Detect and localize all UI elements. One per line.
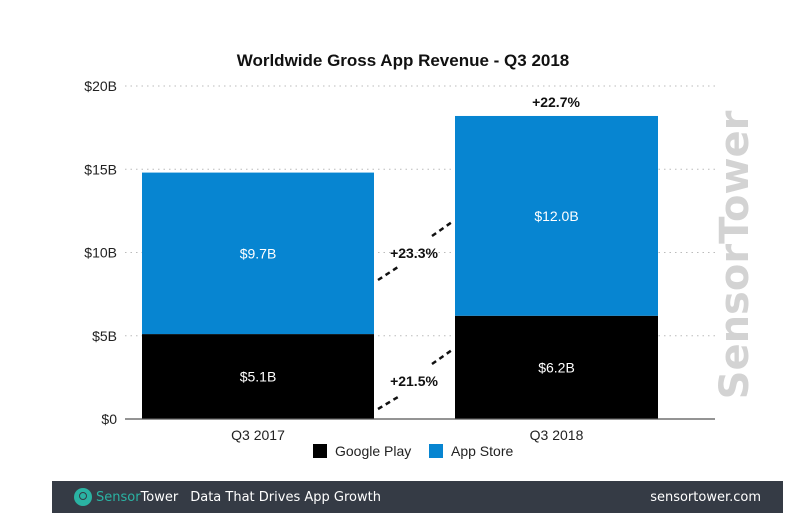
footer-bar: Sensor Tower Data That Drives App Growth … — [52, 481, 783, 513]
bar-app-store — [455, 115, 658, 316]
brand-sensor: Sensor — [96, 489, 141, 505]
growth-arrow-google-play — [431, 348, 453, 366]
y-tick-label: $0 — [101, 411, 117, 427]
y-tick-label: $5B — [92, 328, 117, 344]
y-tick-label: $10B — [84, 245, 117, 261]
website-url: sensortower.com — [650, 489, 761, 505]
app-store-growth-label: +23.3% — [390, 245, 438, 261]
sensortower-logo: Sensor Tower — [74, 488, 178, 506]
data-label: $6.2B — [538, 359, 575, 375]
growth-arrow-app-store — [377, 265, 399, 282]
total-growth-label: +22.7% — [532, 94, 580, 110]
x-tick-label: Q3 2017 — [231, 427, 285, 443]
bar-app-store — [142, 172, 374, 335]
data-label: $5.1B — [240, 369, 277, 385]
legend-label: Google Play — [335, 443, 411, 459]
revenue-chart: Worldwide Gross App Revenue - Q3 2018 $0 $… — [84, 51, 715, 459]
bar-google-play — [142, 334, 374, 419]
tagline: Data That Drives App Growth — [190, 489, 381, 505]
legend-swatch — [429, 444, 443, 458]
data-label: $12.0B — [534, 208, 578, 224]
chart-title: Worldwide Gross App Revenue - Q3 2018 — [237, 51, 570, 70]
bar-google-play — [455, 315, 658, 419]
growth-arrow-app-store — [431, 220, 453, 238]
y-tick-label: $15B — [84, 161, 117, 177]
legend-label: App Store — [451, 443, 513, 459]
watermark: SensorTower — [712, 110, 758, 400]
x-tick-label: Q3 2018 — [530, 427, 584, 443]
legend-swatch — [313, 444, 327, 458]
data-label: $9.7B — [240, 245, 277, 261]
brand-tower: Tower — [140, 489, 179, 505]
sensortower-logo-icon — [74, 488, 92, 506]
google-play-growth-label: +21.5% — [390, 373, 438, 389]
y-tick-label: $20B — [84, 78, 117, 94]
growth-arrow-google-play — [377, 395, 399, 411]
